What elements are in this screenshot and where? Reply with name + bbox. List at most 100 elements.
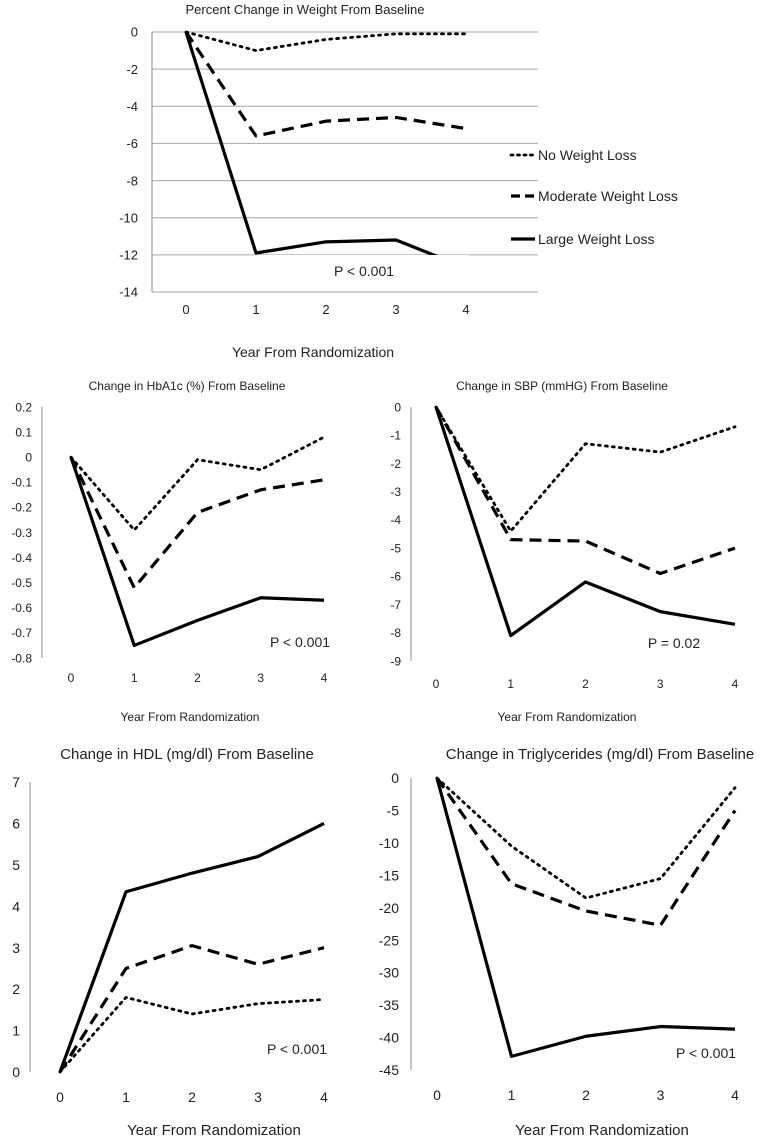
y-tick-label: -6 bbox=[126, 136, 138, 151]
chart-panel-3: 0 -1 -2 -3 -4 -5 -6 -7 -8 -9 0 1 2 3 4 Change in SBP (m… bbox=[390, 379, 738, 724]
annotation-box bbox=[254, 255, 469, 289]
y-tick-label: -45 bbox=[379, 1062, 399, 1078]
chart-title: Percent Change in Weight From Baseline bbox=[186, 2, 425, 17]
y-tick-label: -0.8 bbox=[11, 651, 32, 665]
y-tick-label: -0.6 bbox=[11, 601, 32, 615]
p-value-annotation: P < 0.001 bbox=[270, 634, 330, 650]
y-tick-label: -4 bbox=[126, 99, 138, 114]
series-line-dashed bbox=[435, 777, 737, 927]
y-tick-label: 0 bbox=[12, 1064, 20, 1080]
chart-panel-5: 0 -5 -10 -15 -20 -25 -30 -35 -40 -45 0 1 2 3 4 Change i… bbox=[379, 746, 762, 1139]
y-tick-label: -0.4 bbox=[11, 551, 32, 565]
y-tick-label: 2 bbox=[12, 981, 20, 997]
y-tick-label: -20 bbox=[379, 900, 399, 916]
series-line-dashed bbox=[69, 456, 325, 590]
y-tick-label: -15 bbox=[379, 867, 399, 883]
y-tick-label: -6 bbox=[390, 570, 401, 584]
x-tick-label: 3 bbox=[254, 1089, 262, 1105]
x-tick-label: 0 bbox=[56, 1089, 64, 1105]
x-axis-label: Year From Randomization bbox=[498, 710, 637, 724]
y-tick-label: 0 bbox=[131, 25, 138, 40]
x-tick-label: 2 bbox=[194, 671, 201, 685]
y-tick-label: 0.1 bbox=[15, 425, 32, 439]
x-tick-label: 1 bbox=[508, 1087, 516, 1103]
y-tick-label: 6 bbox=[12, 815, 20, 831]
y-tick-label: -30 bbox=[379, 965, 399, 981]
x-tick-label: 2 bbox=[188, 1089, 196, 1105]
y-tick-label: -0.1 bbox=[11, 476, 32, 490]
x-tick-label: 1 bbox=[507, 677, 514, 691]
y-tick-label: -5 bbox=[390, 541, 401, 555]
series-line-solid bbox=[58, 821, 325, 1073]
y-tick-label: -5 bbox=[387, 802, 400, 818]
annotation-box bbox=[262, 1035, 358, 1069]
chart-title: Change in SBP (mmHG) From Baseline bbox=[456, 379, 668, 393]
y-tick-label: -0.3 bbox=[11, 526, 32, 540]
y-tick-label: 1 bbox=[12, 1023, 20, 1039]
series-line-dashed bbox=[58, 944, 325, 1073]
y-tick-label: -8 bbox=[126, 173, 138, 188]
legend-label: Moderate Weight Loss bbox=[538, 188, 678, 204]
x-axis-label: Year From Randomization bbox=[127, 1122, 301, 1139]
legend: No Weight Loss Moderate Weight Loss Large … bbox=[509, 147, 678, 247]
x-tick-label: 2 bbox=[582, 677, 589, 691]
y-tick-label: -9 bbox=[390, 654, 401, 668]
x-tick-label: 4 bbox=[732, 677, 739, 691]
legend-label: Large Weight Loss bbox=[538, 231, 654, 247]
x-tick-label: 3 bbox=[657, 1087, 665, 1103]
annotation-box bbox=[255, 626, 358, 658]
p-value-annotation: P < 0.001 bbox=[676, 1045, 736, 1061]
y-tick-label: 0 bbox=[391, 770, 399, 786]
chart-panel-4: 7 6 5 4 3 2 1 0 0 1 2 3 4 Change in HDL (mg/dl) From … bbox=[12, 746, 358, 1139]
y-tick-label: -4 bbox=[390, 513, 401, 527]
y-tick-label: 3 bbox=[12, 940, 20, 956]
x-tick-label: 1 bbox=[131, 671, 138, 685]
y-tick-label: 5 bbox=[12, 857, 20, 873]
series-line-dashed bbox=[184, 31, 467, 138]
annotation-box bbox=[628, 627, 738, 659]
y-tick-label: 0 bbox=[25, 451, 32, 465]
x-tick-label: 0 bbox=[433, 677, 440, 691]
y-tick-label: -2 bbox=[126, 62, 138, 77]
series-line-dashed bbox=[434, 406, 736, 576]
p-value-annotation: P = 0.02 bbox=[648, 635, 701, 651]
series-line-dotted bbox=[434, 405, 737, 533]
y-tick-label: -35 bbox=[379, 997, 399, 1013]
x-tick-label: 0 bbox=[182, 302, 189, 317]
p-value-annotation: P < 0.001 bbox=[267, 1041, 327, 1057]
series-line-solid bbox=[435, 777, 736, 1058]
chart-panel-2: 0.2 0.1 0 -0.1 -0.2 -0.3 -0.4 -0.5 -0.6 -0.7 -0.8 0… bbox=[11, 379, 358, 724]
annotation-box bbox=[664, 1038, 762, 1070]
y-tick-label: -1 bbox=[390, 429, 401, 443]
series-line-solid bbox=[184, 31, 467, 270]
x-tick-label: 4 bbox=[462, 302, 469, 317]
x-tick-label: 0 bbox=[68, 671, 75, 685]
series-line-dotted bbox=[435, 776, 737, 900]
y-tick-label: -12 bbox=[119, 248, 138, 263]
y-tick-label: -0.5 bbox=[11, 576, 32, 590]
y-tick-label: -0.7 bbox=[11, 626, 32, 640]
chart-title: Change in HbA1c (%) From Baseline bbox=[89, 379, 286, 393]
x-axis-label: Year From Randomization bbox=[121, 710, 260, 724]
y-tick-label: -7 bbox=[390, 598, 401, 612]
x-tick-label: 3 bbox=[392, 302, 399, 317]
chart-title: Change in HDL (mg/dl) From Baseline bbox=[60, 746, 314, 763]
x-tick-label: 2 bbox=[582, 1087, 590, 1103]
y-tick-label: 4 bbox=[12, 898, 20, 914]
x-tick-label: 3 bbox=[657, 677, 664, 691]
y-tick-label: -10 bbox=[119, 210, 138, 225]
y-tick-label: -10 bbox=[379, 835, 399, 851]
series-line-dotted bbox=[69, 435, 326, 532]
x-tick-label: 2 bbox=[322, 302, 329, 317]
x-tick-label: 1 bbox=[252, 302, 259, 317]
x-tick-label: 4 bbox=[731, 1087, 739, 1103]
y-tick-label: -2 bbox=[390, 457, 401, 471]
chart-panel-1: 0 -2 -4 -6 -8 -10 -12 -14 0 1 2 3 4 Percent Change in… bbox=[119, 2, 538, 360]
series-line-dotted bbox=[58, 996, 326, 1074]
legend-label: No Weight Loss bbox=[538, 147, 637, 163]
y-tick-label: -14 bbox=[119, 285, 138, 300]
x-tick-label: 0 bbox=[433, 1087, 441, 1103]
y-tick-label: 0 bbox=[394, 400, 401, 414]
x-axis-label: Year From Randomization bbox=[232, 344, 394, 360]
